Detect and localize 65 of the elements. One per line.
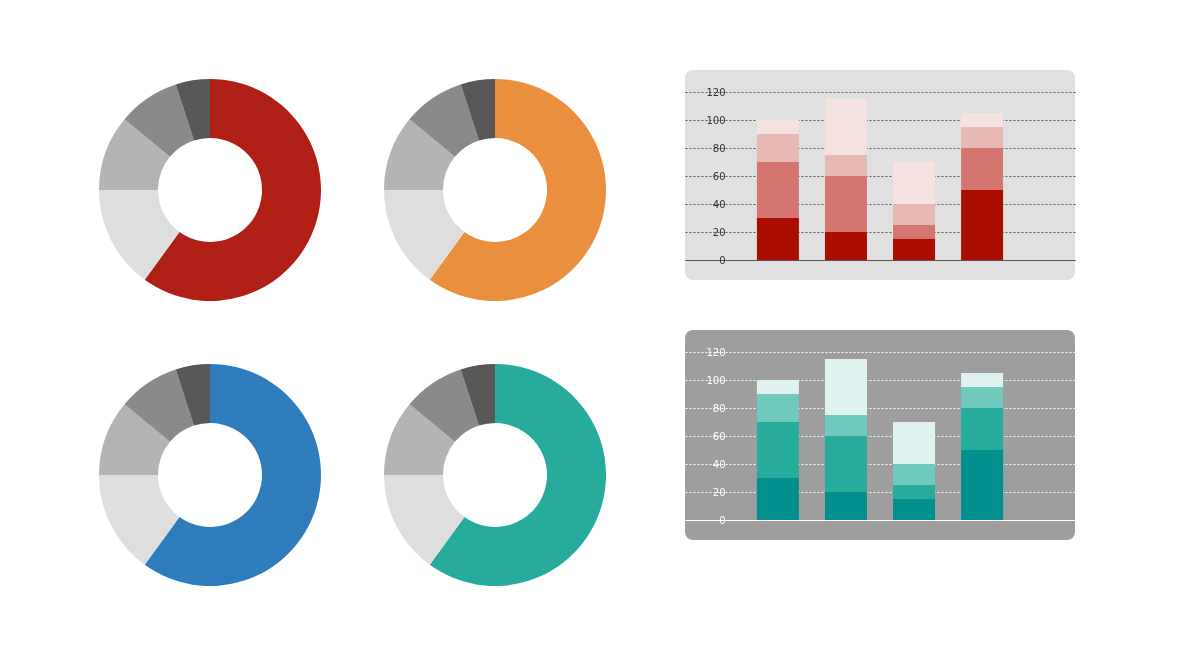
bar (824, 492, 867, 520)
donut-slice (384, 475, 465, 565)
bar (824, 155, 867, 176)
bar (893, 499, 936, 520)
donut-slice (99, 119, 170, 190)
bar (824, 436, 867, 492)
donut-slice (144, 79, 321, 301)
bar (893, 485, 936, 499)
bar (893, 204, 936, 225)
donut-slice (409, 84, 479, 157)
bar (824, 415, 867, 436)
y-tick-label: 40 (712, 198, 726, 210)
bar (824, 232, 867, 260)
donut-slice (409, 369, 479, 442)
y-tick-label: 60 (712, 430, 726, 442)
donut-slice (144, 364, 321, 586)
bar (756, 134, 799, 162)
donut-slice (429, 364, 606, 586)
y-tick-label: 80 (712, 402, 726, 414)
y-tick-label: 80 (712, 142, 726, 154)
donut-slice (99, 404, 170, 475)
bar (756, 162, 799, 218)
y-tick-label: 100 (706, 114, 726, 126)
donut-slice (124, 84, 194, 157)
y-tick-label: 20 (712, 486, 726, 498)
bar (961, 373, 1004, 387)
donut-slice (429, 79, 606, 301)
bar (961, 408, 1004, 450)
bar (756, 218, 799, 260)
bar (961, 127, 1004, 148)
donut-slice (460, 364, 495, 426)
y-tick-label: 0 (719, 254, 726, 266)
bar (824, 176, 867, 232)
y-tick-label: 100 (706, 374, 726, 386)
donut-slice (175, 79, 210, 141)
donut-slice (384, 190, 465, 280)
bar (893, 162, 936, 204)
donut-slice (384, 119, 455, 190)
bar (824, 99, 867, 155)
bar (893, 422, 936, 464)
y-tick-label: 120 (706, 86, 726, 98)
bar (756, 394, 799, 422)
bar (961, 190, 1004, 260)
bar (961, 148, 1004, 190)
donut-slice (99, 475, 180, 565)
bar (824, 359, 867, 415)
donut-slice (175, 364, 210, 426)
bar (961, 113, 1004, 127)
bar (893, 239, 936, 260)
y-tick-label: 20 (712, 226, 726, 238)
donut-slice (460, 79, 495, 141)
bar (961, 387, 1004, 408)
bar (756, 422, 799, 478)
donut-slice (384, 404, 455, 475)
bar (756, 380, 799, 394)
y-tick-label: 120 (706, 346, 726, 358)
bar (961, 450, 1004, 520)
donut-slice (99, 190, 180, 280)
y-tick-label: 40 (712, 458, 726, 470)
bar (893, 225, 936, 239)
y-tick-label: 60 (712, 170, 726, 182)
donut-slice (124, 369, 194, 442)
bar (893, 464, 936, 485)
bar (756, 120, 799, 134)
bar (756, 478, 799, 520)
